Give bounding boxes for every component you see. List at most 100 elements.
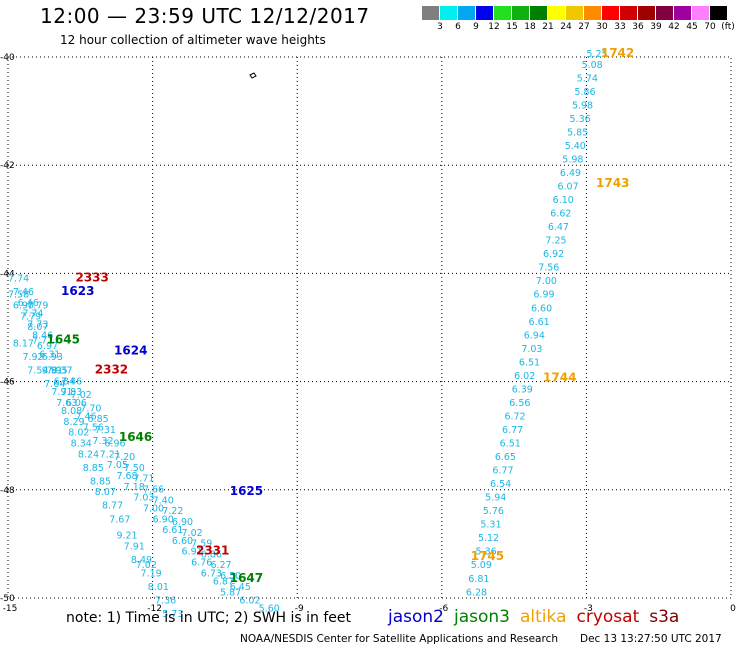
pass-time-label: 1624 (114, 344, 147, 358)
wave-height-value: 5.31 (480, 520, 501, 531)
colorbar-label: (ft) (721, 22, 735, 32)
colorbar-label: 15 (506, 22, 518, 32)
satellite-legend-altika: altika (520, 607, 567, 627)
colorbar-swatch (584, 6, 602, 20)
wave-height-value: 6.07 (557, 182, 578, 193)
colorbar-label: 21 (542, 22, 554, 32)
wave-height-value: 6.77 (492, 466, 513, 477)
colorbar-swatch (620, 6, 638, 20)
colorbar-swatch (476, 6, 494, 20)
wave-height-value: 7.79 (27, 301, 48, 312)
x-tick-label: -3 (584, 604, 593, 614)
colorbar-swatch (602, 6, 620, 20)
wave-height-value: 7.03 (133, 493, 154, 504)
wave-height-value: 8.01 (148, 582, 169, 593)
wave-height-value: 7.22 (162, 506, 183, 517)
colorbar-label: 33 (614, 22, 626, 32)
wave-height-value: 7.54 (27, 365, 48, 376)
wave-height-value: 8.07 (95, 487, 116, 498)
colorbar-swatch (422, 6, 440, 20)
wave-height-value: 6.62 (550, 209, 571, 220)
wave-height-value: 6.87 (213, 576, 234, 587)
wave-height-value: 9.91 (42, 365, 63, 376)
wave-height-value: 6.65 (495, 452, 516, 463)
wave-height-value: 6.61 (529, 317, 550, 328)
wave-height-value: 7.66 (143, 485, 164, 496)
wave-height-value: 7.21 (100, 449, 121, 460)
x-tick-label: -12 (147, 604, 162, 614)
wave-height-value: 7.02 (71, 390, 92, 401)
colorbar-label: 18 (524, 22, 536, 32)
wave-height-value: 9.21 (116, 530, 137, 541)
colorbar-swatch (710, 6, 728, 20)
credit-text: NOAA/NESDIS Center for Satellite Applica… (240, 633, 558, 645)
wave-height-value: 7.71 (133, 474, 154, 485)
x-tick-label: 0 (730, 604, 736, 614)
colorbar-label: 9 (473, 22, 479, 32)
generated-timestamp: Dec 13 13:27:50 UTC 2017 (580, 633, 722, 645)
wave-height-value: 7.32 (92, 436, 113, 447)
wave-height-value: 7.74 (8, 274, 29, 285)
pass-time-label: 1745 (471, 549, 504, 563)
y-tick-label: -46 (0, 378, 15, 388)
x-tick-label: -6 (439, 604, 448, 614)
colorbar-label: 39 (650, 22, 662, 32)
wave-height-value: 7.67 (109, 514, 130, 525)
colorbar-swatch (548, 6, 566, 20)
x-tick-label: -15 (3, 604, 18, 614)
wave-height-value: 7.68 (116, 471, 137, 482)
satellite-legend-s3a: s3a (649, 607, 680, 627)
wave-height-value: 7.50 (124, 463, 145, 474)
pass-time-label: 1625 (230, 484, 263, 498)
wave-height-value: 6.94 (524, 330, 545, 341)
wave-height-value: 7.03 (521, 344, 542, 355)
colorbar-swatch (440, 6, 458, 20)
wave-height-value: 6.85 (88, 414, 109, 425)
pass-time-label: 1647 (230, 571, 263, 585)
wave-height-value: 6.73 (201, 568, 222, 579)
wave-height-value: 7.73 (27, 320, 48, 331)
wave-height-value: 6.56 (509, 398, 530, 409)
wave-height-value: 7.19 (141, 568, 162, 579)
wave-height-value: 5.40 (565, 141, 586, 152)
wave-height-value: 6.27 (210, 560, 231, 571)
wave-height-value: 5.60 (259, 604, 280, 615)
wave-height-value: 6.93 (42, 352, 63, 363)
page-subtitle: 12 hour collection of altimeter wave hei… (60, 33, 326, 47)
colorbar-label: 27 (578, 22, 590, 32)
wave-height-value: 8.08 (61, 406, 82, 417)
wave-height-value: 5.09 (471, 560, 492, 571)
wave-height-value: 6.60 (172, 536, 193, 547)
wave-height-value: 6.60 (531, 303, 552, 314)
colorbar-swatch (638, 6, 656, 20)
wave-height-value: 5.94 (485, 493, 506, 504)
wave-height-value: 8.46 (32, 330, 53, 341)
colorbar-label: 6 (455, 22, 461, 32)
wave-height-value: 6.51 (500, 439, 521, 450)
wave-height-value: 6.61 (162, 525, 183, 536)
pass-time-label: 1623 (61, 284, 94, 298)
wave-height-value: 5.98 (562, 154, 583, 165)
wave-height-value: 6.51 (519, 357, 540, 368)
satellite-legend-jason2: jason2 (388, 607, 444, 627)
wave-height-value: 5.08 (582, 60, 603, 71)
wave-height-value: 7.36 (155, 595, 176, 606)
colorbar-label: 42 (668, 22, 680, 32)
colorbar-label: 12 (488, 22, 500, 32)
wave-height-value: 7.20 (114, 452, 135, 463)
wave-height-value: 6.31 (39, 349, 60, 360)
wave-height-value: 6.45 (230, 582, 251, 593)
wave-height-value: 8.77 (102, 501, 123, 512)
y-tick-label: -44 (0, 269, 15, 279)
pass-time-label: 1646 (119, 430, 152, 444)
wave-height-value: 6.47 (548, 222, 569, 233)
wave-height-value: 6.10 (553, 195, 574, 206)
y-tick-label: -50 (0, 594, 15, 604)
wave-height-value: 7.71 (32, 336, 53, 347)
satellite-legend: jason2 jason3 altika cryosat s3a (388, 607, 689, 627)
wave-height-value: 7.46 (61, 376, 82, 387)
pass-time-label: 1645 (47, 333, 80, 347)
wave-height-value: 7.46 (13, 287, 34, 298)
satellite-legend-jason3: jason3 (454, 607, 510, 627)
